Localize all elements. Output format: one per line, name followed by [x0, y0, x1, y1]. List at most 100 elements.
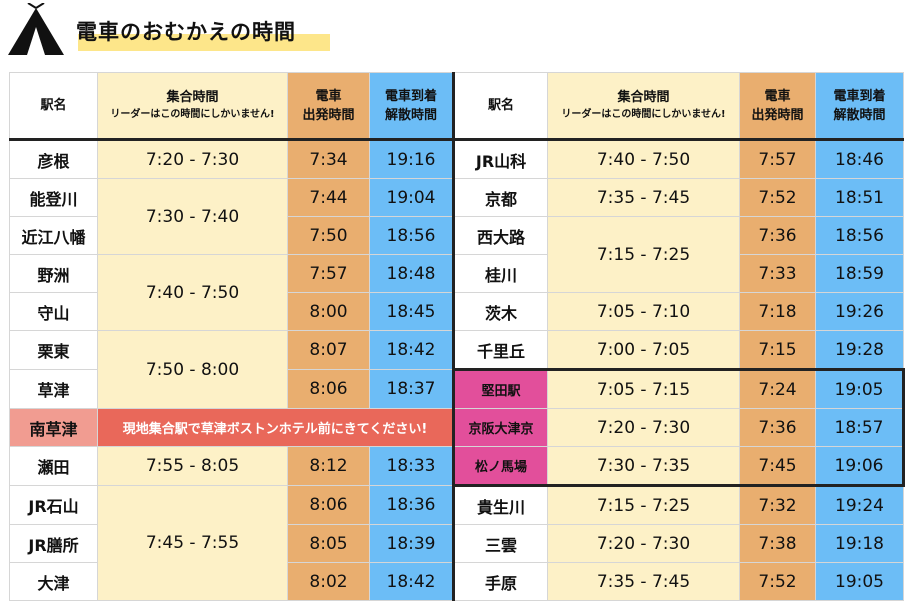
departure-time: 8:06 [287, 485, 370, 525]
departure-time: 7:57 [739, 139, 816, 179]
arrival-time: 18:46 [815, 139, 904, 179]
arrival-time: 18:56 [369, 216, 454, 255]
title-block: 電車のおむかえの時間 [76, 16, 330, 51]
departure-header-right: 電車 出発時間 [739, 72, 816, 141]
arrival-header-right-line1: 電車到着 [833, 88, 886, 104]
arrival-time: 19:16 [369, 139, 454, 179]
gather-header-note-right: リーダーはこの時間にしかいません! [561, 109, 726, 120]
arrival-time: 19:04 [369, 178, 454, 217]
departure-time: 8:05 [287, 524, 370, 563]
table-row: JR膳所 8:05 18:39 三雲 7:20 - 7:30 7:38 19:1… [9, 524, 904, 563]
tent-icon [8, 3, 64, 55]
departure-header-line1: 電車 [315, 88, 342, 104]
station-name: 近江八幡 [9, 216, 98, 255]
arrival-time: 19:28 [815, 330, 904, 370]
gather-header-right: 集合時間リーダーはこの時間にしかいません! [547, 72, 740, 141]
gather-time: 7:50 - 8:00 [97, 330, 288, 409]
gather-header-label-right: 集合時間 [617, 90, 670, 105]
gather-time: 7:05 - 7:15 [547, 368, 740, 409]
table-row: JR石山 7:45 - 7:55 8:06 18:36 貴生川 7:15 - 7… [9, 485, 904, 601]
departure-time: 7:52 [739, 178, 816, 217]
arrival-header-right-line2: 解散時間 [833, 107, 886, 123]
arrival-header-right: 電車到着 解散時間 [815, 72, 904, 141]
station-name: 桂川 [452, 254, 548, 293]
station-name: 京都 [452, 178, 548, 217]
station-name: 野洲 [9, 254, 98, 293]
meeting-note: 現地集合駅で草津ボストンホテル前にきてください! [97, 408, 454, 447]
arrival-time: 19:18 [815, 524, 904, 563]
header: 電車のおむかえの時間 [0, 0, 920, 70]
departure-time: 7:57 [287, 254, 370, 293]
arrival-time: 18:36 [369, 485, 454, 525]
gather-time: 7:30 - 7:40 [97, 178, 288, 255]
table-row: 能登川 7:30 - 7:40 7:44 19:04 京都 7:35 - 7:4… [9, 178, 904, 255]
departure-time: 8:02 [287, 562, 370, 601]
gather-time: 7:15 - 7:25 [547, 216, 740, 293]
title-highlight [78, 34, 330, 51]
departure-time: 7:45 [739, 446, 816, 487]
departure-time: 7:18 [739, 292, 816, 331]
page-title: 電車のおむかえの時間 [76, 20, 296, 44]
station-name: JR膳所 [9, 524, 98, 563]
departure-time: 7:36 [739, 408, 816, 447]
departure-time: 8:00 [287, 292, 370, 331]
arrival-time: 19:26 [815, 292, 904, 331]
gather-time: 7:20 - 7:30 [547, 524, 740, 563]
table-row: 野洲 7:40 - 7:50 7:57 18:48 桂川 7:33 18:59 [9, 254, 904, 331]
station-name-highlighted: 松ノ馬場 [452, 446, 548, 487]
station-name-highlighted: 堅田駅 [452, 368, 548, 409]
departure-time: 8:12 [287, 446, 370, 486]
gather-time: 7:35 - 7:45 [547, 562, 740, 601]
station-name: 千里丘 [452, 330, 548, 370]
gather-header-note: リーダーはこの時間にしかいません! [110, 109, 275, 120]
gather-time: 7:00 - 7:05 [547, 330, 740, 370]
arrival-time: 18:59 [815, 254, 904, 293]
gather-time: 7:15 - 7:25 [547, 485, 740, 525]
arrival-header-line1: 電車到着 [384, 88, 437, 104]
table-row: 近江八幡 7:50 18:56 西大路 7:15 - 7:25 7:36 18:… [9, 216, 904, 293]
departure-time: 7:52 [739, 562, 816, 601]
departure-header-right-line1: 電車 [764, 88, 791, 104]
arrival-time: 18:33 [369, 446, 454, 486]
arrival-header: 電車到着 解散時間 [369, 72, 454, 141]
table-row: 草津 8:06 18:37 堅田駅 7:05 - 7:15 7:24 19:05 [9, 368, 905, 409]
gather-time: 7:35 - 7:45 [547, 178, 740, 217]
table-row: 南草津 現地集合駅で草津ボストンホテル前にきてください! 京阪大津京 7:20 … [9, 408, 905, 447]
departure-time: 8:07 [287, 330, 370, 370]
departure-time: 7:36 [739, 216, 816, 255]
station-name: 栗東 [9, 330, 98, 370]
gather-time: 7:40 - 7:50 [97, 254, 288, 331]
departure-time: 7:15 [739, 330, 816, 370]
departure-time: 7:24 [739, 368, 816, 409]
arrival-time: 18:39 [369, 524, 454, 563]
station-name-highlighted: 南草津 [9, 408, 98, 447]
departure-time: 7:34 [287, 139, 370, 179]
departure-header-right-line2: 出発時間 [751, 107, 804, 123]
departure-header-line2: 出発時間 [302, 107, 355, 123]
departure-header: 電車 出発時間 [287, 72, 370, 141]
table-row: 大津 8:02 18:42 手原 7:35 - 7:45 7:52 19:05 [9, 562, 904, 601]
arrival-time: 18:42 [369, 562, 454, 601]
station-name: JR石山 [9, 485, 98, 525]
arrival-time: 19:24 [815, 485, 904, 525]
station-header: 駅名 [9, 72, 98, 141]
arrival-time: 19:05 [815, 562, 904, 601]
arrival-time: 19:06 [815, 446, 905, 487]
station-name-highlighted: 京阪大津京 [452, 408, 548, 447]
station-name: 彦根 [9, 139, 98, 179]
station-name: 草津 [9, 369, 98, 409]
station-name: 西大路 [452, 216, 548, 255]
gather-time: 7:40 - 7:50 [547, 139, 740, 179]
departure-time: 7:44 [287, 178, 370, 217]
header-row: 駅名 集合時間 リーダーはこの時間にしかいません! 電車 出発時間 電車到着 解散時間… [9, 72, 904, 141]
schedule-table: 駅名 集合時間 リーダーはこの時間にしかいません! 電車 出発時間 電車到着 解散時間… [9, 72, 905, 601]
gather-time: 7:30 - 7:35 [547, 446, 740, 487]
gather-time: 7:55 - 8:05 [97, 446, 288, 486]
station-name: 能登川 [9, 178, 98, 217]
table-row: 守山 8:00 18:45 茨木 7:05 - 7:10 7:18 19:26 [9, 292, 904, 331]
table-row: 瀬田 7:55 - 8:05 8:12 18:33 松ノ馬場 7:30 - 7:… [9, 446, 905, 487]
departure-time: 8:06 [287, 369, 370, 409]
table-row: 栗東 7:50 - 8:00 8:07 18:42 千里丘 7:00 - 7:0… [9, 330, 904, 409]
table-row: 彦根 7:20 - 7:30 7:34 19:16 JR山科 7:40 - 7:… [9, 139, 904, 179]
departure-time: 7:33 [739, 254, 816, 293]
